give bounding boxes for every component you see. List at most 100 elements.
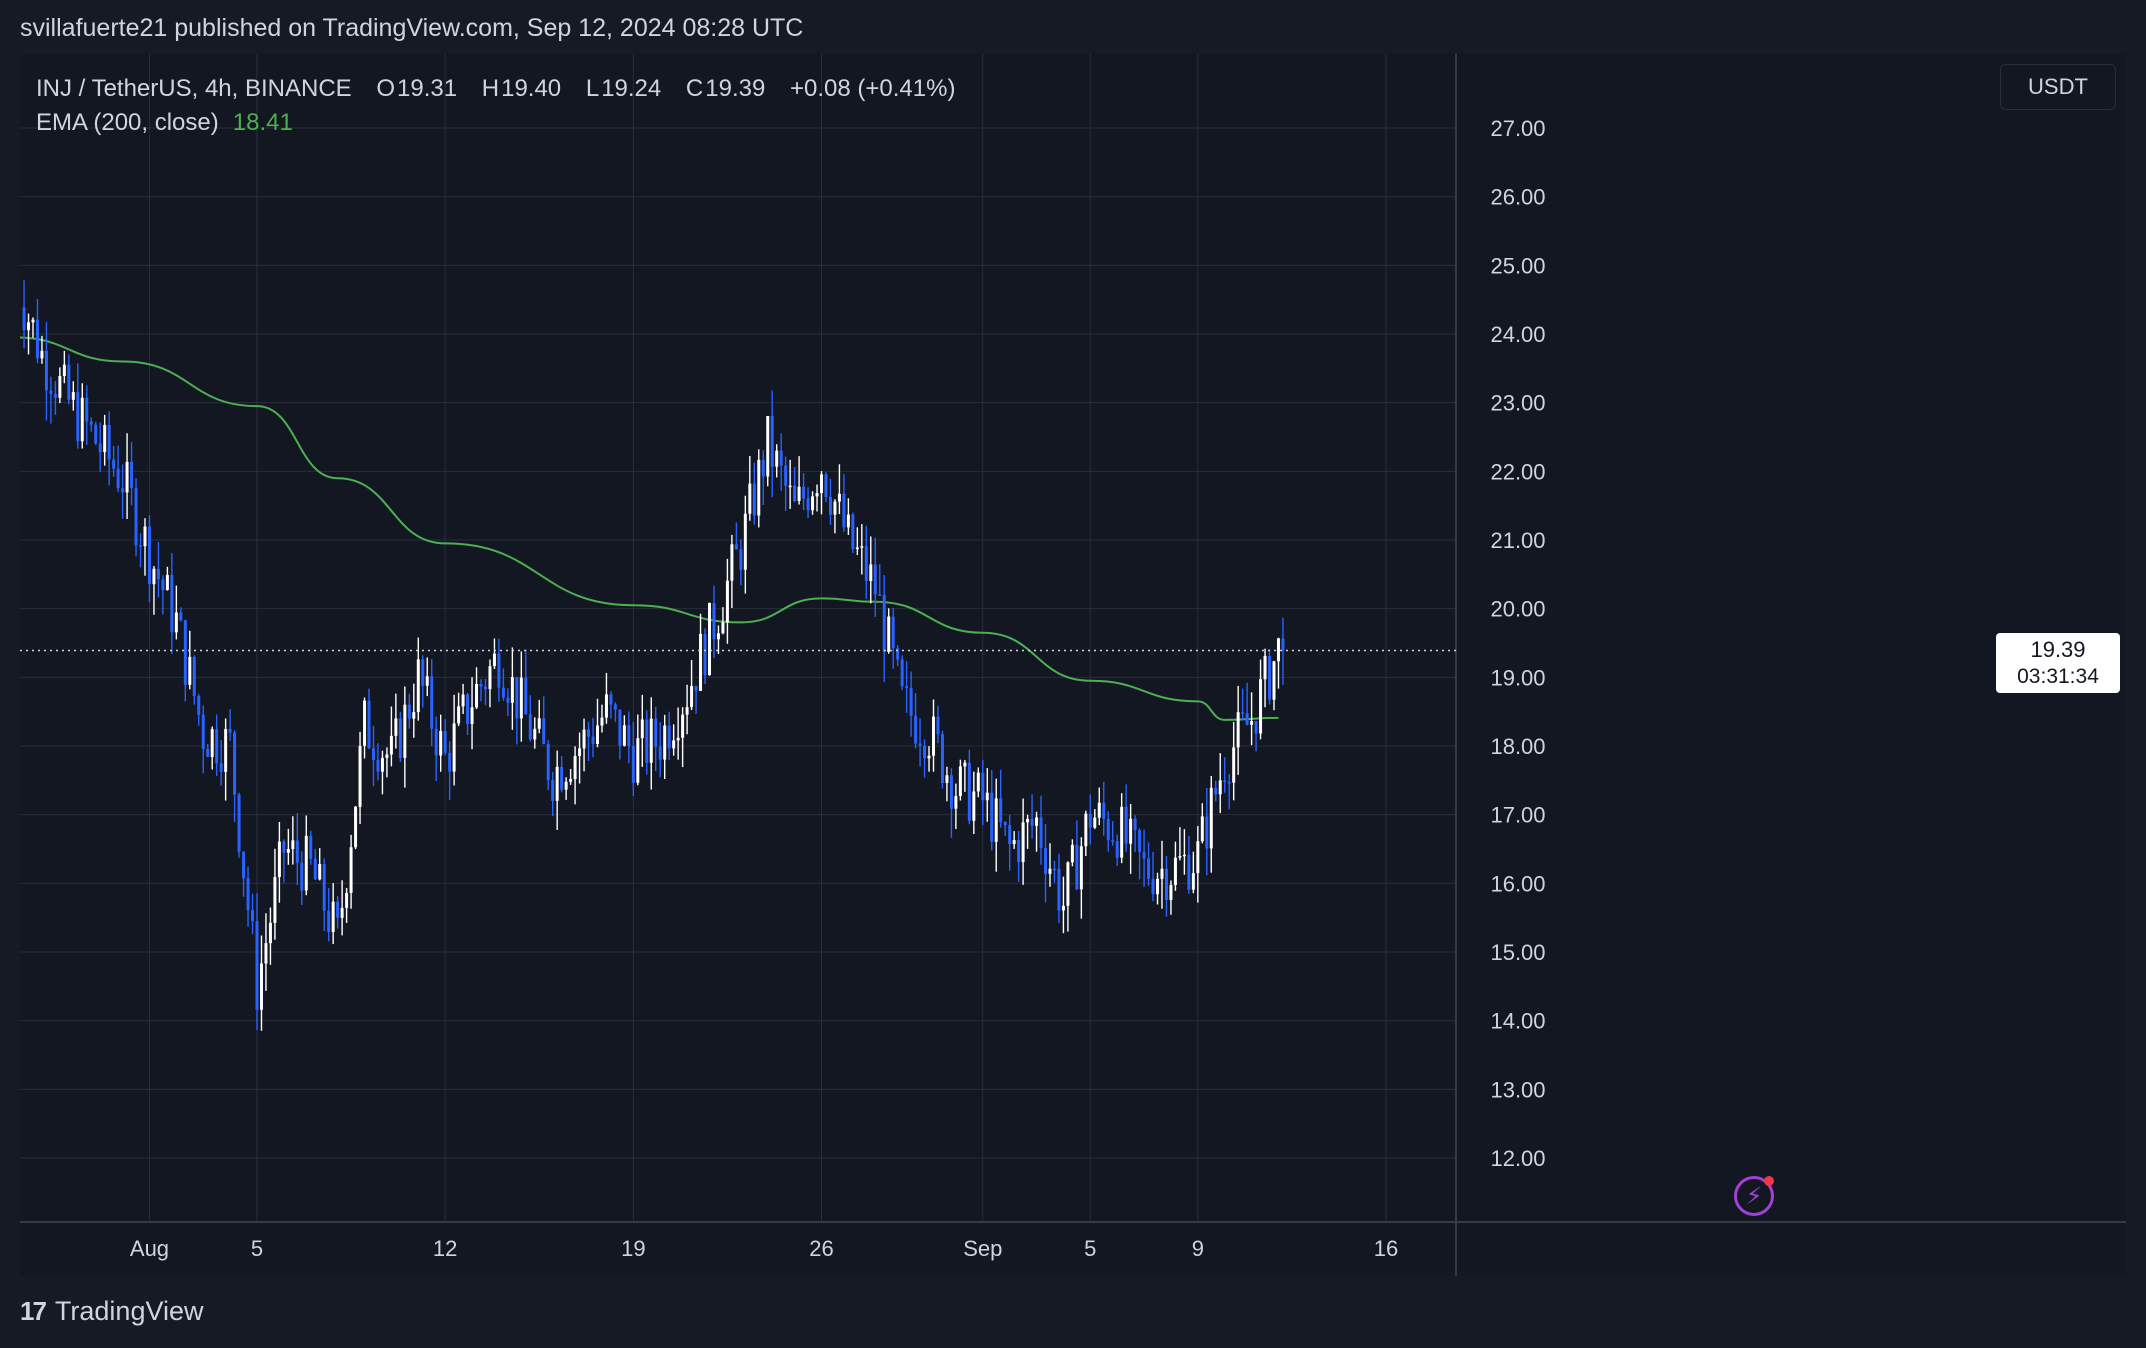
candle [1250,692,1254,746]
candle [837,464,841,515]
candle-body [488,666,492,690]
candle-body [416,659,420,713]
candle-body [170,575,174,633]
candle [757,449,761,528]
candle [219,739,223,786]
candle [466,692,470,735]
candle-body [192,656,196,697]
candle-body [627,725,631,747]
candle [618,709,622,760]
candle [89,417,93,432]
candle-body [672,740,676,749]
candle-body [766,416,770,477]
candle [1003,821,1007,836]
candle-body [1209,787,1213,849]
candle [591,717,595,758]
candle [640,694,644,767]
candle-body [949,775,953,809]
candle [1129,804,1133,874]
candle-body [233,732,237,795]
x-tick-label: 26 [809,1236,833,1261]
candle [130,442,134,506]
candle-body [918,743,922,746]
candle [116,445,120,493]
candle [963,760,967,792]
close-label: C [685,75,704,102]
candle-body [394,718,398,736]
candle [461,683,465,715]
candle-body [573,755,577,780]
candle [1205,787,1209,876]
candle [1178,827,1182,861]
candle-body [551,780,555,801]
symbol-title[interactable]: INJ / TetherUS, 4h, BINANCE [36,75,352,102]
candle-body [600,717,604,726]
candle-body [407,704,411,719]
lightning-icon[interactable]: ⚡ [1734,1176,1774,1216]
candle [1052,860,1056,883]
candle-body [448,752,452,772]
candle [385,747,389,778]
candle [1066,861,1070,932]
candle [927,746,931,772]
candle-body [62,364,66,377]
candle-body [1124,806,1128,844]
candle-body [242,851,246,879]
y-tick-label: 21.00 [1490,528,1545,553]
candle [331,883,335,945]
candle-body [255,921,259,1010]
candle [604,672,608,724]
ema-label[interactable]: EMA (200, close) [36,109,219,136]
candle [389,706,393,767]
ohlc-row: INJ / TetherUS, 4h, BINANCE O19.31 H19.4… [36,72,973,106]
candle [407,693,411,729]
candle-body [49,390,53,395]
candle-body [985,792,989,801]
candle [76,363,80,449]
candle-body [35,319,39,359]
chart-pane[interactable]: 12.00 13.00 14.00 15.00 16.00 17.00 18.00 19.00… [20,54,2126,1276]
candle [721,607,725,635]
candle [573,746,577,805]
candle [869,536,873,604]
candle [1021,798,1025,885]
close-value: 19.39 [705,75,766,102]
candle-body [793,485,797,501]
candle-body [739,549,743,570]
candle-body [295,840,299,863]
candle [31,317,35,338]
candle [654,706,658,772]
candle-body [914,715,918,744]
candle [918,718,922,767]
high-value: 19.40 [501,75,562,102]
candle-body [103,424,107,453]
candle-body [1012,840,1016,845]
candle [470,677,474,750]
candle [1232,722,1236,801]
y-tick-label: 16.00 [1490,871,1545,896]
candle [846,498,850,535]
candle [416,637,420,721]
candle [313,848,317,880]
candle-body [1021,822,1025,863]
candle-body [501,687,505,698]
candle-body [345,892,349,908]
candle-body [506,697,510,703]
currency-selector[interactable]: USDT [2000,64,2116,110]
candle [851,512,855,553]
candle [779,433,783,491]
candlestick-chart[interactable]: 12.00 13.00 14.00 15.00 16.00 17.00 18.00 19.00… [20,54,2126,1276]
candle-body [936,716,940,735]
candle-body [497,653,501,688]
candle-body [752,483,756,516]
candle-body [179,612,183,621]
candle [676,707,680,760]
candle [443,719,447,756]
candle [367,688,371,750]
candle-body [775,450,779,467]
candle-body [121,488,125,493]
candle-body [1151,878,1155,895]
candle [322,858,326,932]
candle-body [268,922,272,944]
candle [967,749,971,825]
